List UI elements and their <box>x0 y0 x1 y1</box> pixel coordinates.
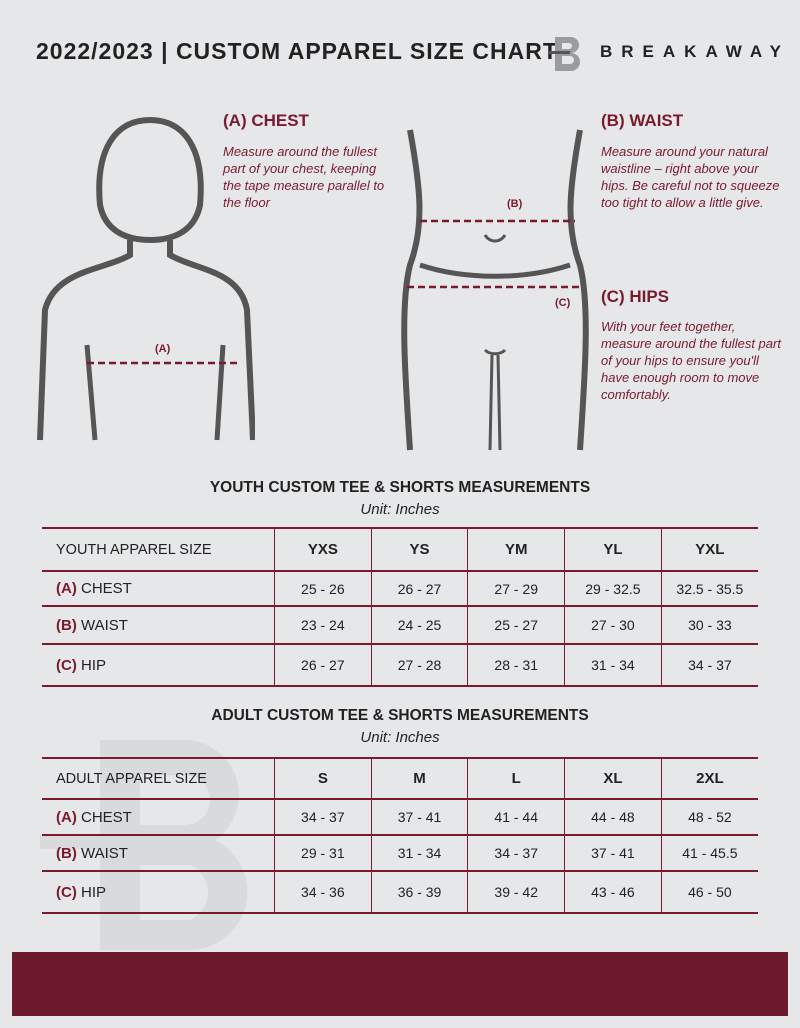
row-code: (C) <box>56 883 77 901</box>
page-title: 2022/2023 | CUSTOM APPAREL SIZE CHART <box>36 38 558 64</box>
row-name: HIP <box>81 656 107 674</box>
table-cell: 46 - 50 <box>660 870 758 914</box>
table-cell: 25 - 27 <box>467 605 565 645</box>
row-name: HIP <box>81 883 107 901</box>
youth-size-table: YOUTH APPAREL SIZE YXS YS YM YL YXL (A) … <box>42 527 758 687</box>
table-row: (C) HIP 26 - 27 27 - 28 28 - 31 31 - 34 … <box>42 643 758 687</box>
breakaway-logo-icon <box>548 37 580 71</box>
row-label: (C) HIP <box>42 643 275 687</box>
column-header: S <box>274 757 372 800</box>
row-label: (B) WAIST <box>42 605 275 645</box>
table-row: (A) CHEST 25 - 26 26 - 27 27 - 29 29 - 3… <box>42 570 758 607</box>
row-code: (A) <box>56 580 77 597</box>
adult-table-title: ADULT CUSTOM TEE & SHORTS MEASUREMENTS <box>211 707 589 724</box>
row-name: CHEST <box>81 808 132 826</box>
table-cell: 29 - 32.5 <box>564 570 662 607</box>
table-cell: 26 - 27 <box>370 570 468 607</box>
row-label: (C) HIP <box>42 870 275 914</box>
adult-table-unit: Unit: Inches <box>360 729 440 746</box>
footer-band <box>12 952 788 1016</box>
table-cell: 39 - 42 <box>467 870 565 914</box>
table-cell: 36 - 39 <box>370 870 468 914</box>
row-code: (A) <box>56 808 77 826</box>
chest-heading: (A) CHEST <box>223 111 309 130</box>
waist-instructions: Measure around your natural waistline – … <box>601 144 780 210</box>
table-cell: 31 - 34 <box>370 834 468 872</box>
waist-heading: (B) WAIST <box>601 111 684 130</box>
table-cell: 34 - 37 <box>660 643 758 687</box>
table-cell: 27 - 29 <box>467 570 565 607</box>
table-cell: 27 - 28 <box>370 643 468 687</box>
row-label: (A) CHEST <box>42 570 275 607</box>
table-cell: 23 - 24 <box>274 605 372 645</box>
table-cell: 41 - 45.5 <box>660 834 758 872</box>
row-code: (B) <box>56 844 77 862</box>
column-header: YXS <box>274 527 372 572</box>
table-cell: 27 - 30 <box>564 605 662 645</box>
waist-marker: (B) <box>507 198 523 210</box>
lower-body-illustration <box>401 129 589 451</box>
table-cell: 28 - 31 <box>467 643 565 687</box>
column-header: YL <box>564 527 662 572</box>
chest-instructions: Measure around the fullest part of your … <box>223 144 385 210</box>
table-cell: 37 - 41 <box>564 834 662 872</box>
hips-heading: (C) HIPS <box>601 287 669 306</box>
brand-name: BREAKAWAY <box>600 42 790 61</box>
row-label: (B) WAIST <box>42 834 275 872</box>
hips-marker: (C) <box>555 297 571 309</box>
column-header: L <box>467 757 565 800</box>
chest-marker: (A) <box>155 343 171 355</box>
table-row: (A) CHEST 34 - 37 37 - 41 41 - 44 44 - 4… <box>42 798 758 836</box>
table-cell: 44 - 48 <box>564 798 662 836</box>
column-header: YM <box>467 527 565 572</box>
table-cell: 43 - 46 <box>564 870 662 914</box>
row-name: CHEST <box>81 580 132 597</box>
table-cell: 31 - 34 <box>564 643 662 687</box>
table-header-row: YOUTH APPAREL SIZE YXS YS YM YL YXL <box>42 527 758 572</box>
table-cell: 48 - 52 <box>660 798 758 836</box>
column-header: XL <box>564 757 662 800</box>
row-code: (C) <box>56 656 77 674</box>
table-cell: 34 - 37 <box>274 798 372 836</box>
table-cell: 34 - 37 <box>467 834 565 872</box>
row-name: WAIST <box>81 616 128 634</box>
table-cell: 26 - 27 <box>274 643 372 687</box>
row-label: (A) CHEST <box>42 798 275 836</box>
table-cell: 41 - 44 <box>467 798 565 836</box>
table-row: (B) WAIST 23 - 24 24 - 25 25 - 27 27 - 3… <box>42 605 758 645</box>
table-cell: 30 - 33 <box>660 605 758 645</box>
row-code: (B) <box>56 616 77 634</box>
table-cell: 29 - 31 <box>274 834 372 872</box>
table-header-row: ADULT APPAREL SIZE S M L XL 2XL <box>42 757 758 800</box>
youth-table-unit: Unit: Inches <box>360 501 440 518</box>
column-header: 2XL <box>660 757 758 800</box>
youth-table-title: YOUTH CUSTOM TEE & SHORTS MEASUREMENTS <box>209 479 591 496</box>
upper-body-illustration <box>37 116 255 441</box>
hips-instructions: With your feet together, measure around … <box>601 319 781 402</box>
adult-size-table: ADULT APPAREL SIZE S M L XL 2XL (A) CHES… <box>42 757 758 914</box>
table-cell: 34 - 36 <box>274 870 372 914</box>
column-header: YS <box>370 527 468 572</box>
table-row: (B) WAIST 29 - 31 31 - 34 34 - 37 37 - 4… <box>42 834 758 872</box>
table-cell: 25 - 26 <box>274 570 372 607</box>
table-cell: 24 - 25 <box>370 605 468 645</box>
column-header: ADULT APPAREL SIZE <box>42 757 275 800</box>
column-header: YOUTH APPAREL SIZE <box>42 527 275 572</box>
table-row: (C) HIP 34 - 36 36 - 39 39 - 42 43 - 46 … <box>42 870 758 914</box>
row-name: WAIST <box>81 844 128 862</box>
column-header: YXL <box>660 527 758 572</box>
column-header: M <box>370 757 468 800</box>
table-cell: 37 - 41 <box>370 798 468 836</box>
table-cell: 32.5 - 35.5 <box>660 570 758 607</box>
